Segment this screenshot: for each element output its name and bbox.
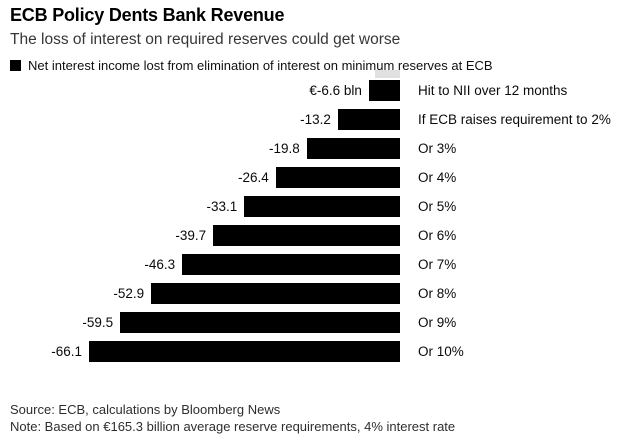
bar [244, 196, 400, 217]
bar-category-label: Or 6% [418, 228, 457, 243]
bar-value-label: -39.7 [175, 228, 207, 243]
chart-row: -33.1 Or 5% [0, 192, 640, 221]
bar-value-label: -59.5 [82, 315, 114, 330]
bar-category-label: Or 4% [418, 170, 457, 185]
bar-value-label: -46.3 [144, 257, 176, 272]
bar-value-label: €-6.6 bln [309, 83, 362, 98]
bar-category-label: Or 3% [418, 141, 457, 156]
chart-legend: Net interest income lost from eliminatio… [10, 58, 493, 73]
bar-chart: €-6.6 bln Hit to NII over 12 months -13.… [0, 76, 640, 366]
bar-value-label: -26.4 [238, 170, 269, 185]
bar [120, 312, 400, 333]
bar-category-label: Or 7% [418, 257, 457, 272]
chart-row: -19.8 Or 3% [0, 134, 640, 163]
bar-category-label: Or 9% [418, 315, 457, 330]
bar-category-label: Or 10% [418, 344, 464, 359]
page-title: ECB Policy Dents Bank Revenue [10, 5, 285, 25]
chart-row: -52.9 Or 8% [0, 279, 640, 308]
source-line: Source: ECB, calculations by Bloomberg N… [10, 402, 281, 417]
chart-row: -46.3 Or 7% [0, 250, 640, 279]
note-line: Note: Based on €165.3 billion average re… [10, 418, 456, 434]
bar-value-label: -33.1 [206, 199, 238, 214]
chart-row: -26.4 Or 4% [0, 163, 640, 192]
bar-category-label: Or 8% [418, 286, 457, 301]
legend-label: Net interest income lost from eliminatio… [28, 58, 493, 73]
bar-category-label: Or 5% [418, 199, 457, 214]
bar [337, 109, 400, 130]
bar-value-label: -19.8 [269, 141, 300, 156]
chart-row: -59.5 Or 9% [0, 308, 640, 337]
bar-category-label: Hit to NII over 12 months [418, 83, 568, 98]
bar [151, 283, 400, 304]
chart-footer: Source: ECB, calculations by Bloomberg N… [10, 402, 455, 435]
bar-value-label: -13.2 [300, 112, 331, 127]
bar-top-shadow [375, 70, 400, 78]
bar-category-label: If ECB raises requirement to 2% [418, 112, 611, 127]
bar [368, 80, 400, 101]
bar [213, 225, 400, 246]
chart-row: -39.7 Or 6% [0, 221, 640, 250]
page-subtitle: The loss of interest on required reserve… [10, 31, 401, 48]
legend-square-icon [10, 60, 21, 71]
bar-value-label: -52.9 [113, 286, 145, 301]
chart-row: €-6.6 bln Hit to NII over 12 months [0, 76, 640, 105]
bar [182, 254, 400, 275]
chart-row: -66.1 Or 10% [0, 337, 640, 366]
bar [306, 138, 400, 159]
bar [89, 341, 400, 362]
chart-row: -13.2 If ECB raises requirement to 2% [0, 105, 640, 134]
bar-value-label: -66.1 [51, 344, 82, 359]
bar [275, 167, 400, 188]
